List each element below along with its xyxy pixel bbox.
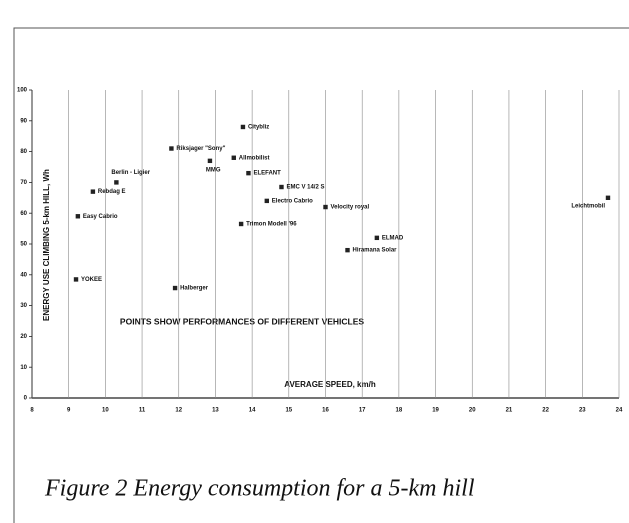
- x-tick-label: 17: [359, 408, 366, 414]
- point: [90, 189, 96, 194]
- x-axis-label: AVERAGE SPEED, km/h: [284, 380, 376, 389]
- x-tick-label: 18: [396, 408, 403, 414]
- x-tick-label: 13: [212, 408, 219, 414]
- point-label: YOKEE: [81, 277, 102, 283]
- x-tick-label: 9: [67, 408, 71, 414]
- point: [374, 235, 380, 241]
- y-tick-label: 90: [20, 118, 27, 124]
- frame: [13, 27, 629, 523]
- point: [73, 277, 79, 282]
- point-label: Citybliz: [248, 125, 269, 131]
- point: [238, 221, 244, 227]
- point-label: ELEFANT: [253, 171, 281, 177]
- x-tick-label: 22: [542, 408, 549, 414]
- point: [114, 180, 119, 185]
- point-label: MMG: [206, 167, 221, 173]
- y-tick-label: 60: [20, 211, 27, 217]
- point: [264, 198, 269, 204]
- point: [246, 170, 251, 176]
- x-tick-label: 11: [139, 408, 146, 414]
- point: [605, 195, 611, 200]
- point-label: Electro Cabrio: [272, 198, 313, 204]
- y-tick-label: 50: [20, 242, 27, 248]
- x-tick-label: 12: [175, 408, 182, 414]
- y-tick-label: 20: [20, 334, 27, 340]
- y-tick-label: 100: [17, 88, 28, 94]
- y-tick-label: 80: [20, 149, 27, 155]
- x-tick-label: 21: [506, 408, 513, 414]
- point-label: Riksjager "Sony": [176, 146, 225, 152]
- point-label: Trimon Modell '96: [246, 222, 297, 228]
- point-label: Halberger: [180, 286, 209, 292]
- y-tick-label: 0: [24, 396, 28, 402]
- x-tick-label: 20: [469, 408, 476, 414]
- point: [75, 214, 81, 219]
- x-tick-label: 10: [102, 408, 109, 414]
- caption: Figure 2 Energy consumption for a 5-km h…: [44, 476, 475, 502]
- point: [323, 204, 328, 210]
- point-label: Easy Cabrio: [83, 214, 118, 220]
- point-label: EMC V 14/2 S: [286, 185, 324, 191]
- y-tick-label: 70: [20, 180, 27, 186]
- x-tick-label: 15: [285, 408, 292, 414]
- point: [345, 247, 350, 253]
- point-label: ELMAD: [382, 235, 404, 241]
- y-tick-label: 10: [20, 365, 27, 371]
- point: [172, 285, 178, 291]
- point-label: Allmobilist: [239, 155, 270, 161]
- point-label: Leichtmobil: [571, 203, 605, 209]
- point: [169, 146, 174, 151]
- x-tick-label: 16: [322, 408, 329, 414]
- point: [240, 124, 246, 130]
- x-tick-label: 24: [616, 408, 623, 414]
- x-tick-label: 8: [30, 408, 34, 414]
- annotation: POINTS SHOW PERFORMANCES OF DIFFERENT VE…: [120, 316, 364, 326]
- y-tick-label: 40: [20, 272, 27, 278]
- point: [279, 184, 284, 190]
- point-label: Hiramana Solar: [353, 248, 398, 254]
- x-tick-label: 14: [249, 408, 256, 414]
- point-label: Rebdag E: [98, 189, 126, 195]
- point: [231, 155, 236, 160]
- point-label: Berlin - Ligier: [111, 170, 150, 176]
- y-tick-label: 30: [20, 303, 27, 309]
- point-label: Velocity royal: [331, 205, 370, 211]
- x-tick-label: 19: [432, 408, 439, 414]
- x-tick-label: 23: [579, 408, 586, 414]
- y-axis-label: ENERGY USE CLIMBING 5-km HILL, Wh: [42, 169, 51, 321]
- point: [207, 158, 213, 164]
